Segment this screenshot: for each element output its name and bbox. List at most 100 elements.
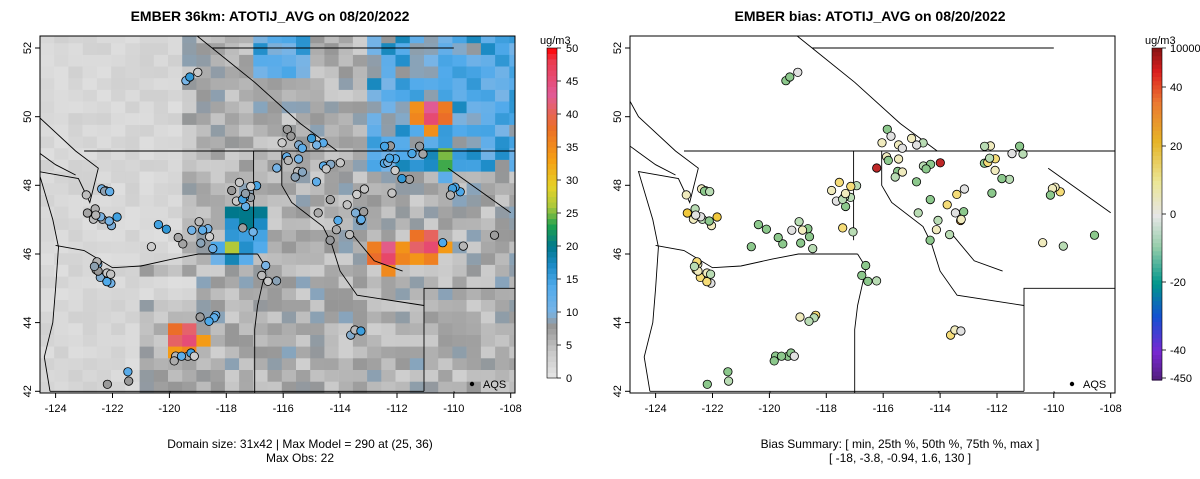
grid-cell <box>352 42 368 55</box>
grid-cell <box>509 124 515 137</box>
colorbar-segment <box>547 257 557 263</box>
bias-site <box>776 351 787 361</box>
colorbar-segment <box>1152 371 1162 377</box>
grid-cell <box>153 358 169 370</box>
colorbar-tick-label: 20 <box>566 241 578 253</box>
grid-cell <box>452 299 467 312</box>
grid-cell <box>495 101 510 114</box>
grid-cell <box>495 358 510 370</box>
grid-cell <box>395 323 410 335</box>
grid-cell <box>367 276 382 289</box>
border-line <box>630 145 676 176</box>
grid-cell <box>281 369 297 382</box>
grid-cell <box>495 42 510 55</box>
grid-cell <box>239 358 254 370</box>
grid-cell <box>395 288 410 300</box>
grid-cell <box>224 66 240 79</box>
grid-cell <box>466 264 482 277</box>
grid-cell <box>466 323 482 335</box>
grid-cell <box>424 369 439 382</box>
grid-cell <box>267 381 282 393</box>
grid-cell <box>466 217 482 230</box>
grid-cell <box>296 299 311 312</box>
grid-cell <box>153 182 169 195</box>
grid-cell <box>324 206 339 219</box>
grid-cell <box>338 252 354 265</box>
grid-cell <box>466 77 482 90</box>
grid-cell <box>367 206 382 219</box>
grid-cell <box>395 182 410 195</box>
grid-cell <box>168 369 183 382</box>
grid-cell <box>452 124 467 137</box>
grid-cell <box>409 217 425 230</box>
grid-cell <box>310 323 325 335</box>
grid-cell <box>168 206 183 219</box>
grid-cell <box>68 206 83 219</box>
colorbar-tick-label: 45 <box>566 76 578 88</box>
colorbar-segment <box>1152 288 1162 294</box>
grid-cell <box>139 194 155 207</box>
map-axes: -124 -122 -120 -118 -116 -114 -112 -110 -108 42 44… <box>22 42 522 415</box>
grid-cell <box>182 381 197 393</box>
grid-cell <box>68 358 83 370</box>
grid-cell <box>125 101 140 114</box>
grid-cell <box>196 299 211 312</box>
grid-cell <box>480 323 496 335</box>
grid-cell <box>324 66 339 79</box>
grid-cell <box>281 358 297 370</box>
grid-cell <box>438 66 453 79</box>
colorbar-segment <box>1152 139 1162 144</box>
y-tick-label: 50 <box>612 111 624 123</box>
grid-cell <box>40 334 55 347</box>
grid-cell <box>68 124 83 137</box>
grid-cell <box>68 311 83 324</box>
grid-cell <box>82 229 98 242</box>
grid-cell <box>111 159 126 172</box>
colorbar-segment <box>1152 218 1162 223</box>
aqs-legend-marker <box>469 381 475 387</box>
grid-cell <box>381 346 396 359</box>
grid-cell <box>352 334 368 347</box>
grid-cell <box>239 369 254 382</box>
grid-cell <box>182 323 197 335</box>
grid-cell <box>153 42 169 55</box>
grid-cell <box>509 276 515 289</box>
aqs-legend: AQS <box>1069 379 1106 391</box>
grid-cell <box>338 311 354 324</box>
grid-cell <box>495 241 510 254</box>
grid-cell <box>82 77 98 90</box>
colorbar-segment <box>547 174 557 181</box>
grid-cell <box>281 241 297 254</box>
border-line <box>796 36 938 152</box>
grid-cell <box>40 147 55 160</box>
grid-cell <box>424 136 439 149</box>
grid-cell <box>509 264 515 277</box>
grid-cell <box>281 66 297 79</box>
grid-cell <box>424 182 439 195</box>
grid-cell <box>480 147 496 160</box>
grid-cell <box>438 334 453 347</box>
grid-cell <box>139 323 155 335</box>
grid-cell <box>296 124 311 137</box>
colorbar-segment <box>1152 151 1162 157</box>
bias-site <box>794 217 804 227</box>
grid-cell <box>68 136 83 149</box>
bias-site <box>705 187 715 197</box>
grid-cell <box>267 288 282 300</box>
grid-cell <box>40 381 55 393</box>
grid-cell <box>424 159 439 172</box>
grid-cell <box>196 358 211 370</box>
bias-site <box>956 326 966 336</box>
colorbar-segment <box>547 202 557 208</box>
colorbar-tick-label: 15 <box>566 274 578 286</box>
grid-cell <box>68 264 83 277</box>
grid-cell <box>68 241 83 254</box>
grid-cell <box>466 334 482 347</box>
grid-cell <box>182 252 197 265</box>
grid-cell <box>153 323 169 335</box>
grid-cell <box>395 369 410 382</box>
grid-cell <box>480 159 496 172</box>
grid-cell <box>367 334 382 347</box>
colorbar-segment <box>1152 222 1162 227</box>
grid-cell <box>82 101 98 114</box>
